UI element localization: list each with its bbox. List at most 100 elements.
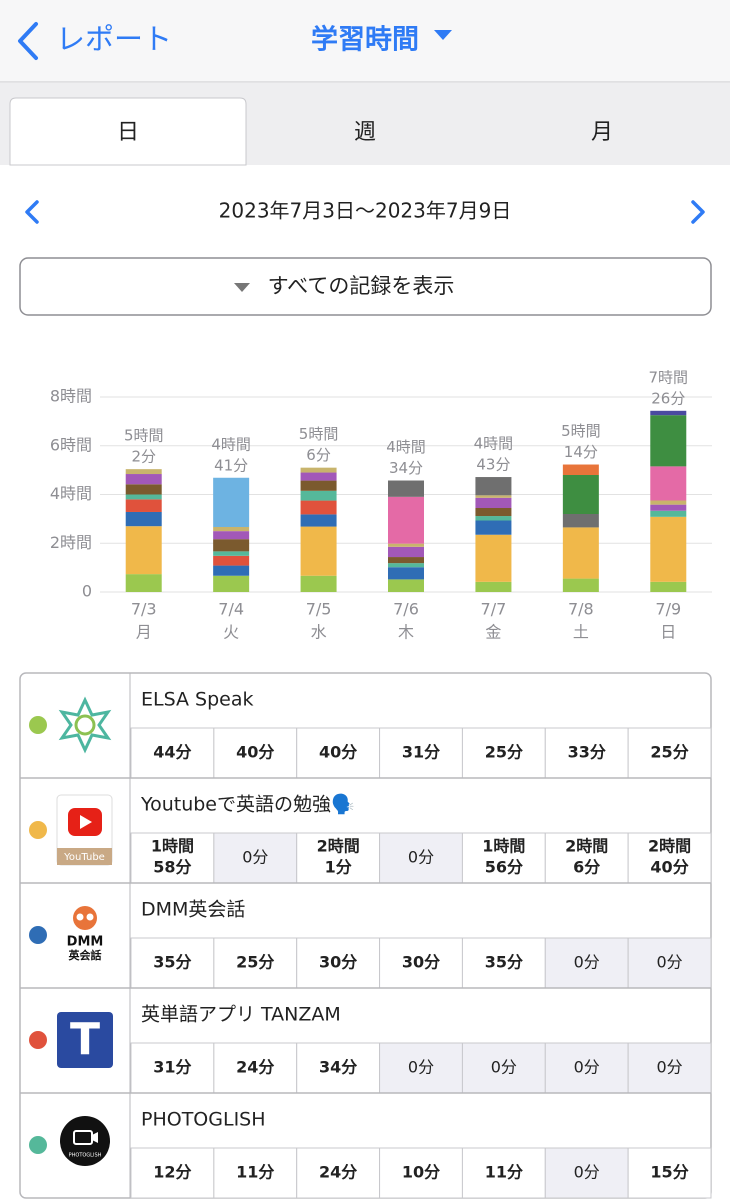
time-value: 1時間 xyxy=(151,837,194,856)
x-tick-label: 7/4 xyxy=(218,600,244,619)
time-value: 0分 xyxy=(408,1058,434,1077)
dmm-eye xyxy=(76,913,84,921)
back-icon[interactable] xyxy=(18,22,38,60)
filter-icon xyxy=(234,283,250,292)
x-tick-weekday: 土 xyxy=(573,623,589,642)
bar-segment xyxy=(388,563,424,568)
time-value: 40分 xyxy=(650,858,688,877)
time-cell xyxy=(213,1042,298,1094)
time-cell xyxy=(379,1042,463,1094)
bar-segment xyxy=(650,516,687,582)
time-cell xyxy=(544,727,629,779)
time-value: 1分 xyxy=(325,858,352,877)
bar-segment xyxy=(388,496,424,544)
x-tick-label: 7/6 xyxy=(393,600,419,619)
time-value: 0分 xyxy=(574,1058,600,1077)
bar-segment xyxy=(650,581,687,592)
time-value: 6分 xyxy=(573,858,600,877)
time-value: 0分 xyxy=(574,1163,600,1182)
time-value: 34分 xyxy=(319,1058,357,1077)
time-value: 31分 xyxy=(402,743,440,762)
x-tick-label: 7/9 xyxy=(655,600,681,619)
total-label: 4時間 xyxy=(211,435,251,453)
tab-label[interactable]: 月 xyxy=(591,120,613,145)
record-name: Youtubeで英語の勉強🗣️ xyxy=(140,793,355,816)
dmm-eye xyxy=(86,913,94,921)
record-dot xyxy=(29,1136,47,1154)
time-value: 0分 xyxy=(491,1058,517,1077)
time-cell xyxy=(130,1042,215,1094)
next-week[interactable] xyxy=(691,200,705,224)
bar-segment xyxy=(213,555,250,566)
icon-label: YouTube xyxy=(63,852,105,863)
time-cell xyxy=(296,1147,381,1199)
tab-label[interactable]: 週 xyxy=(354,120,376,145)
back-label[interactable]: レポート xyxy=(56,22,172,56)
y-tick-label: 4時間 xyxy=(50,484,92,503)
time-value: 11分 xyxy=(485,1163,523,1182)
time-cell xyxy=(213,1147,298,1199)
time-value: 12分 xyxy=(153,1163,191,1182)
tanzam-tile xyxy=(57,1012,113,1068)
icon-label: 英会話 xyxy=(68,948,102,962)
bar-segment xyxy=(388,557,424,564)
bar-segment xyxy=(475,581,512,592)
prev-week[interactable] xyxy=(25,200,39,224)
title-dropdown-icon[interactable] xyxy=(434,30,452,40)
filter-button[interactable] xyxy=(19,257,712,316)
time-value: 24分 xyxy=(236,1058,274,1077)
total-label: 5時間 xyxy=(561,422,601,440)
time-value: 33分 xyxy=(568,743,606,762)
bar-segment xyxy=(300,500,337,515)
time-value: 24分 xyxy=(319,1163,357,1182)
bar-segment xyxy=(125,511,162,527)
time-cell xyxy=(130,832,215,884)
bar-segment xyxy=(388,546,424,558)
time-cell xyxy=(130,727,215,779)
icon-label: DMM xyxy=(67,935,104,950)
photoglish-lens xyxy=(92,1132,98,1143)
bar-segment xyxy=(125,469,162,475)
bar-segment xyxy=(388,543,424,547)
y-tick-label: 6時間 xyxy=(50,435,92,454)
total-label: 34分 xyxy=(389,459,423,477)
time-cell xyxy=(627,727,712,779)
record-dot xyxy=(29,1031,47,1049)
time-cell xyxy=(627,1147,712,1199)
tab-label[interactable]: 日 xyxy=(117,120,139,145)
time-cell xyxy=(544,832,629,884)
bar-segment xyxy=(475,534,512,582)
bar-segment xyxy=(650,510,687,517)
time-value: 2時間 xyxy=(648,837,691,856)
time-cell xyxy=(296,1042,381,1094)
total-label: 4時間 xyxy=(386,438,426,456)
x-tick-label: 7/5 xyxy=(306,600,332,619)
bar-segment xyxy=(650,410,687,416)
time-value: 58分 xyxy=(153,858,191,877)
bar-segment xyxy=(125,574,162,592)
youtube-band xyxy=(57,848,112,865)
filter-label[interactable]: すべての記録を表示 xyxy=(268,274,455,298)
bar-segment xyxy=(562,464,599,475)
bar-segment xyxy=(388,480,424,497)
tab-selected[interactable] xyxy=(9,97,247,166)
x-tick-weekday: 木 xyxy=(398,623,414,642)
bar-segment xyxy=(125,494,162,500)
page-title[interactable]: 学習時間 xyxy=(311,24,419,56)
time-value: 2時間 xyxy=(565,837,608,856)
bar-segment xyxy=(650,415,687,467)
dmm-icon: DMM 英会話 xyxy=(67,906,104,962)
time-value: 40分 xyxy=(319,743,357,762)
icon-label: T xyxy=(70,1014,100,1065)
time-value: 0分 xyxy=(656,953,682,972)
bar-segment xyxy=(300,514,337,527)
bar-segment xyxy=(213,526,250,532)
bar-segment xyxy=(562,475,599,514)
record-dot xyxy=(29,821,47,839)
time-value: 25分 xyxy=(650,743,688,762)
bar-segment xyxy=(125,526,162,575)
time-cell xyxy=(213,832,298,884)
record-name: 英単語アプリ TANZAM xyxy=(141,1004,341,1026)
bar-segment xyxy=(213,531,250,540)
